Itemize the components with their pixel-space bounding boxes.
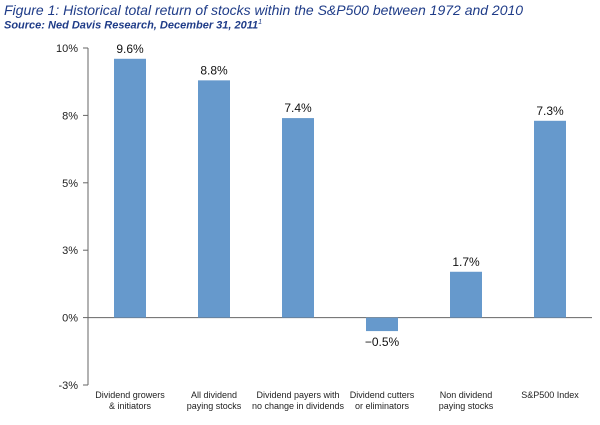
bar — [534, 120, 566, 318]
x-tick-label: paying stocks — [439, 401, 494, 411]
data-label: −0.5% — [365, 335, 400, 349]
chart-frame: 10% 8% 5% 3% 0% -3% 9.6% Dividend growers & init… — [0, 40, 600, 420]
y-tick-label: 0% — [62, 313, 78, 325]
bar — [282, 118, 314, 318]
bar — [198, 80, 230, 318]
y-tick-label: 3% — [62, 245, 78, 257]
source-footnote: 1 — [258, 19, 263, 26]
x-tick-label: All dividend — [191, 390, 237, 400]
y-tick-label: 10% — [56, 43, 78, 55]
x-tick-label: S&P500 Index — [521, 390, 579, 400]
y-tick-label: -3% — [58, 380, 78, 392]
x-tick-label: & initiators — [109, 401, 152, 411]
x-tick-label: Dividend growers — [95, 390, 165, 400]
x-tick-label: Dividend cutters — [350, 390, 415, 400]
data-label: 7.4% — [284, 101, 312, 115]
bar — [366, 317, 398, 332]
x-tick-label: Dividend payers with — [256, 390, 339, 400]
data-label: 8.8% — [200, 63, 228, 77]
x-tick-label: Non dividend — [440, 390, 493, 400]
y-tick-label: 5% — [62, 178, 78, 190]
x-tick-label: paying stocks — [187, 401, 242, 411]
x-tick-label: or eliminators — [355, 401, 410, 411]
data-label: 9.6% — [116, 42, 144, 56]
source-text: Source: Ned Davis Research, December 31,… — [4, 19, 259, 32]
y-tick-label: 8% — [62, 110, 78, 122]
data-label: 7.3% — [536, 104, 564, 118]
bar — [450, 271, 482, 318]
bar-chart: 10% 8% 5% 3% 0% -3% 9.6% Dividend growers& init… — [56, 42, 592, 411]
figure-title: Figure 1: Historical total return of sto… — [4, 2, 524, 18]
data-label: 1.7% — [452, 255, 480, 269]
x-tick-label: no change in dividends — [252, 401, 345, 411]
figure-source: Source: Ned Davis Research, December 31,… — [4, 19, 262, 32]
bar — [114, 58, 146, 318]
